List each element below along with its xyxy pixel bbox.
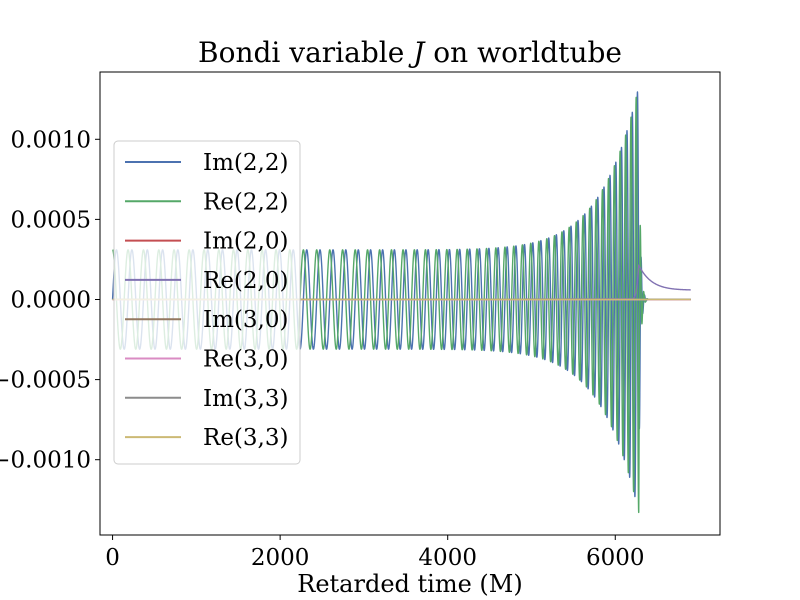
x-tick-label: 2000	[251, 545, 310, 571]
legend-label: Im(3,3)	[203, 386, 288, 412]
y-tick-label: 0.0000	[11, 287, 91, 313]
y-tick-label: −0.0010	[0, 448, 91, 474]
chart-title: Bondi variable J on worldtube	[198, 36, 622, 69]
legend-label: Re(2,2)	[203, 189, 288, 215]
y-tick-label: −0.0005	[0, 368, 91, 394]
x-axis-label: Retarded time (M)	[297, 570, 522, 598]
plot-frame	[99, 71, 721, 536]
legend-label: Im(3,0)	[203, 307, 288, 333]
legend-box	[113, 140, 301, 465]
x-tick-label: 0	[105, 545, 120, 571]
x-axis: 0 2000 4000 6000	[105, 535, 645, 571]
legend-label: Re(2,0)	[203, 268, 288, 294]
legend-label: Re(3,0)	[203, 347, 288, 373]
y-tick-label: 0.0010	[11, 127, 91, 153]
x-tick-label: 6000	[586, 545, 645, 571]
legend-label: Im(2,0)	[203, 229, 288, 255]
legend-label: Im(2,2)	[203, 150, 288, 176]
y-tick-label: 0.0005	[11, 207, 91, 233]
x-tick-label: 4000	[418, 545, 477, 571]
legend: Im(2,2) Re(2,2) Im(2,0) Re(2,0) Im(3,0) Re(3,…	[113, 140, 301, 465]
legend-label: Re(3,3)	[203, 425, 288, 451]
y-axis: 0.0010 0.0005 0.0000 −0.0005 −0.0010	[0, 127, 100, 474]
